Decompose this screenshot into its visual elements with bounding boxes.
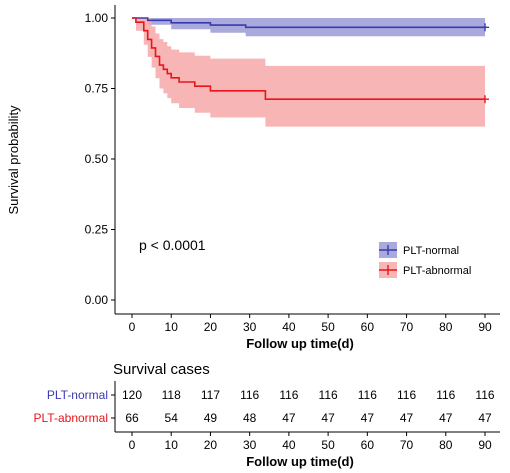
y-axis-title: Survival probability [6,105,21,215]
survival-curve-plt-normal [132,17,485,29]
risk-x-tick-label: 90 [478,438,492,452]
risk-x-tick-label: 80 [439,438,453,452]
risk-cell: 66 [125,411,139,425]
risk-row-label-plt-normal: PLT-normal [47,388,108,402]
risk-x-axis-title: Follow up time(d) [246,454,354,469]
x-tick-label: 60 [361,320,375,334]
x-tick-label: 90 [478,320,492,334]
risk-cell: 47 [400,411,414,425]
risk-cell: 116 [358,388,377,402]
risk-cell: 118 [162,388,181,402]
x-tick-label: 20 [204,320,218,334]
risk-x-tick-label: 50 [321,438,335,452]
x-axis-title: Follow up time(d) [246,336,354,351]
risk-x-tick-label: 30 [243,438,257,452]
risk-cell: 48 [243,411,257,425]
x-tick-label: 30 [243,320,257,334]
survival-curve-plt-abnormal [132,17,485,100]
risk-cell: 49 [204,411,218,425]
risk-cell: 116 [436,388,455,402]
risk-cell: 116 [319,388,338,402]
risk-x-tick-label: 70 [400,438,414,452]
legend-label-plt-abnormal: PLT-abnormal [403,265,471,277]
risk-cell: 116 [240,388,259,402]
risk-cell: 47 [321,411,335,425]
risk-x-tick-label: 20 [204,438,218,452]
risk-row-label-plt-abnormal: PLT-abnormal [34,411,108,425]
x-tick-label: 10 [165,320,179,334]
y-tick-label: 0.00 [85,293,109,307]
y-tick-label: 0.75 [85,82,109,96]
risk-x-tick-label: 60 [361,438,375,452]
risk-cell: 117 [201,388,220,402]
censor-mark-plt-normal [481,23,489,32]
risk-x-tick-label: 40 [282,438,296,452]
legend-label-plt-normal: PLT-normal [403,245,459,257]
x-tick-label: 40 [282,320,296,334]
risk-x-tick-label: 0 [129,438,136,452]
p-value-annotation: p < 0.0001 [139,237,206,253]
censor-mark-plt-abnormal [481,95,489,104]
risk-cell: 116 [279,388,298,402]
risk-cell: 47 [361,411,375,425]
risk-cell: 47 [439,411,453,425]
risk-cell: 47 [282,411,296,425]
risk-cell: 116 [475,388,494,402]
x-tick-label: 80 [439,320,453,334]
risk-cell: 120 [122,388,142,402]
risk-cell: 47 [478,411,492,425]
risk-cell: 54 [165,411,179,425]
risk-cell: 116 [397,388,416,402]
y-tick-label: 0.25 [85,223,109,237]
x-tick-label: 70 [400,320,414,334]
y-tick-label: 0.50 [85,152,109,166]
risk-table-title: Survival cases [113,361,210,378]
x-tick-label: 50 [321,320,335,334]
risk-x-tick-label: 10 [165,438,179,452]
x-tick-label: 0 [129,320,136,334]
y-tick-label: 1.00 [85,11,109,25]
